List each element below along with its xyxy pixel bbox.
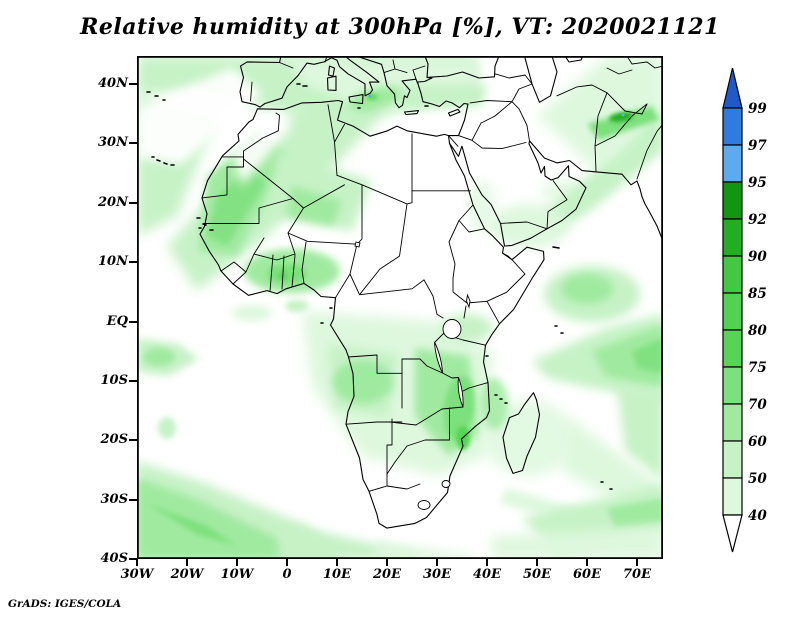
colorbar-segment	[723, 404, 742, 441]
colorbar-segment	[723, 330, 742, 367]
lon-label-60E: 60E	[565, 567, 609, 582]
lon-label-70E: 70E	[615, 567, 659, 582]
colorbar-arrow-top	[723, 68, 742, 108]
lon-tick	[236, 559, 238, 566]
colorbar-level-80: 80	[748, 323, 767, 339]
lon-tick	[586, 559, 588, 566]
colorbar-segment	[723, 256, 742, 293]
colorbar-segment	[723, 441, 742, 478]
lon-tick	[436, 559, 438, 566]
lon-tick	[186, 559, 188, 566]
colorbar-arrow-bottom	[723, 515, 742, 552]
lon-label-50E: 50E	[515, 567, 559, 582]
lat-tick	[129, 321, 137, 323]
lat-tick	[129, 439, 137, 441]
colorbar-level-40: 40	[748, 508, 767, 524]
lon-label-20W: 20W	[165, 567, 209, 582]
colorbar-level-99: 99	[748, 101, 767, 117]
lon-tick	[336, 559, 338, 566]
lat-label-EQ: EQ	[84, 314, 128, 329]
lon-label-40E: 40E	[465, 567, 509, 582]
colorbar-segment	[723, 219, 742, 256]
colorbar-level-85: 85	[748, 286, 767, 302]
lon-label-20E: 20E	[365, 567, 409, 582]
lon-tick	[536, 559, 538, 566]
lon-label-0: 0	[265, 567, 309, 582]
lat-tick	[129, 499, 137, 501]
africa-rh-map	[137, 56, 663, 559]
colorbar-segment	[723, 145, 742, 182]
colorbar-segment	[723, 293, 742, 330]
lon-tick	[486, 559, 488, 566]
colorbar-level-90: 90	[748, 249, 767, 265]
lat-label-30N: 30N	[84, 135, 128, 150]
colorbar-segment	[723, 367, 742, 404]
lon-tick	[286, 559, 288, 566]
colorbar-level-60: 60	[748, 434, 767, 450]
lat-tick	[129, 380, 137, 382]
grads-plot-page: Relative humidity at 300hPa [%], VT: 202…	[0, 0, 800, 618]
colorbar: 99 97 95 92 90 85 80 75 70 60 50 40	[715, 60, 785, 565]
lat-label-40N: 40N	[84, 76, 128, 91]
lat-label-20S: 20S	[84, 432, 128, 447]
lon-label-30E: 30E	[415, 567, 459, 582]
lon-label-10W: 10W	[215, 567, 259, 582]
colorbar-level-92: 92	[748, 212, 767, 228]
colorbar-segment	[723, 478, 742, 515]
colorbar-level-50: 50	[748, 471, 767, 487]
grads-credit: GrADS: IGES/COLA	[8, 598, 121, 610]
colorbar-level-70: 70	[748, 397, 767, 413]
lat-label-10N: 10N	[84, 254, 128, 269]
map-panel	[137, 56, 663, 559]
lat-tick	[129, 83, 137, 85]
lon-tick	[636, 559, 638, 566]
colorbar-level-75: 75	[748, 360, 767, 376]
lon-label-30W: 30W	[115, 567, 159, 582]
colorbar-segment	[723, 108, 742, 145]
lon-tick	[386, 559, 388, 566]
colorbar-level-95: 95	[748, 175, 767, 191]
lon-label-10E: 10E	[315, 567, 359, 582]
lat-label-10S: 10S	[84, 373, 128, 388]
colorbar-segment	[723, 182, 742, 219]
colorbar-level-97: 97	[748, 138, 767, 154]
plot-title: Relative humidity at 300hPa [%], VT: 202…	[0, 14, 800, 40]
lat-label-30S: 30S	[84, 492, 128, 507]
lat-tick	[129, 142, 137, 144]
lat-label-20N: 20N	[84, 195, 128, 210]
lat-tick	[129, 261, 137, 263]
lat-label-40S: 40S	[84, 551, 128, 566]
lat-tick	[129, 202, 137, 204]
lon-tick	[136, 559, 138, 566]
